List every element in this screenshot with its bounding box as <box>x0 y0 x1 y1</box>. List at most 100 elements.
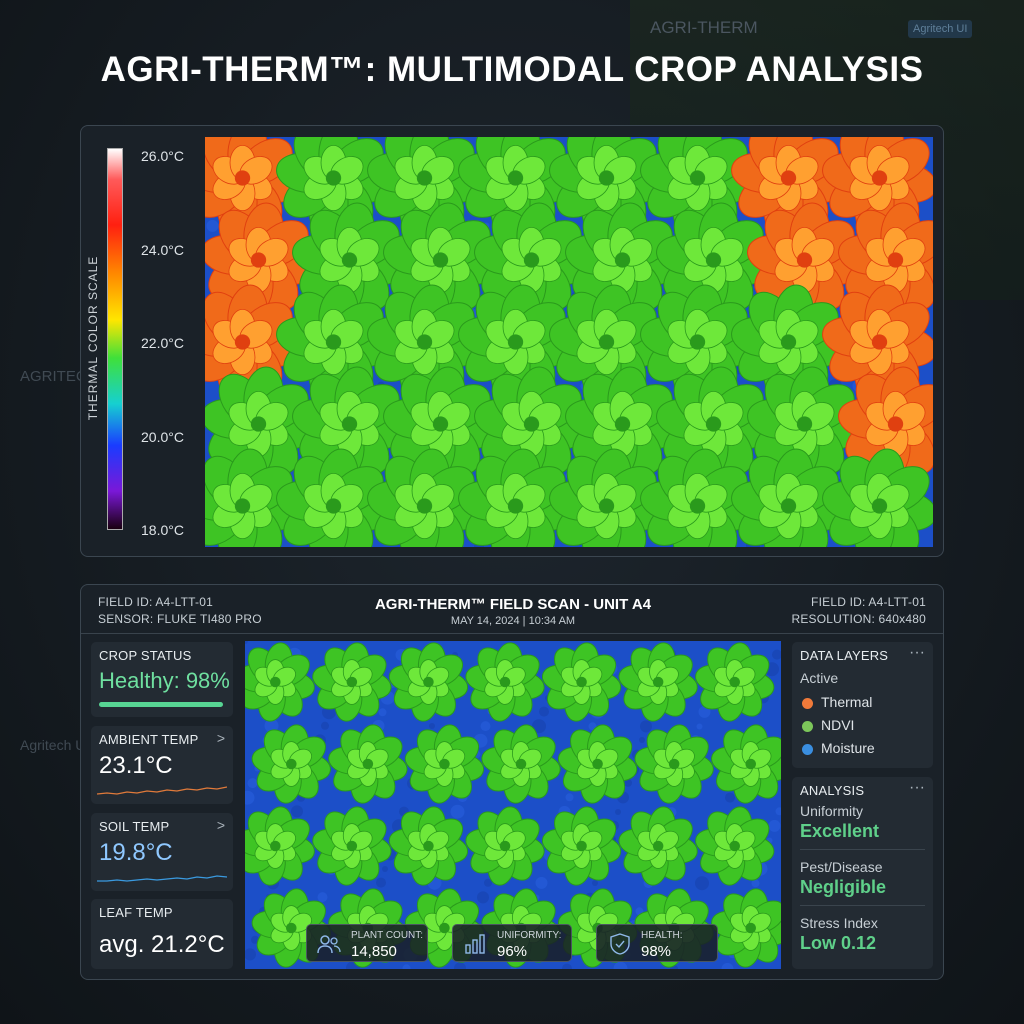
soil-texture <box>721 962 734 969</box>
scan-title: AGRI-THERM™ FIELD SCAN - UNIT A4 <box>374 596 652 613</box>
data-layers-card: DATA LAYERS ··· Active Thermal NDVI Moistu… <box>792 642 933 768</box>
card-label: AMBIENT TEMP <box>99 732 199 747</box>
soil-texture <box>639 737 645 743</box>
plant <box>549 137 664 236</box>
header-right-1: FIELD ID: A4-LTT-01 <box>811 595 926 609</box>
soil-texture <box>454 962 466 969</box>
soil-texture <box>206 219 219 232</box>
soil-texture <box>245 641 248 644</box>
bg-brand: AGRI-THERM <box>650 18 758 37</box>
plant <box>822 448 933 547</box>
plant <box>838 366 933 482</box>
analysis-value: Low 0.12 <box>800 933 877 953</box>
plant <box>731 137 846 236</box>
scale-title: THERMAL COLOR SCALE <box>86 255 100 421</box>
menu[interactable]: ··· <box>909 644 925 661</box>
layer-dot <box>802 744 813 755</box>
card-value: 19.8°C <box>99 839 173 866</box>
soil-texture <box>251 935 259 944</box>
icon-people <box>317 935 341 954</box>
leaf-card: LEAF TEMP avg. 21.2°C <box>91 899 233 969</box>
soil-texture <box>291 805 303 818</box>
layers-subtitle: Active <box>800 670 839 686</box>
chevron[interactable]: > <box>216 817 225 833</box>
scale-label: 22.0°C <box>141 335 184 351</box>
plant <box>328 724 408 804</box>
soil-texture <box>264 718 279 733</box>
plant <box>458 284 573 400</box>
color-scale <box>107 148 123 530</box>
plant <box>634 724 714 804</box>
plant <box>731 448 846 547</box>
scale-label: 26.0°C <box>141 148 184 164</box>
thermal-image <box>205 137 933 547</box>
plant <box>388 642 469 722</box>
soil-texture <box>539 706 549 717</box>
divider <box>81 633 943 634</box>
soil-texture <box>751 879 760 888</box>
stat-label: PLANT COUNT: <box>351 930 424 941</box>
soil-texture <box>321 721 329 730</box>
plant <box>245 806 315 886</box>
analysis-value: Negligible <box>800 877 887 897</box>
soil-texture <box>696 723 703 730</box>
soil-texture <box>725 792 735 803</box>
plant <box>276 137 391 236</box>
ndvi-image <box>245 641 781 969</box>
bg-badge[interactable]: Agritech UI <box>908 20 973 38</box>
header-left-2: SENSOR: FLUKE TI480 PRO <box>98 612 262 626</box>
soil-texture <box>402 964 411 969</box>
card-label: LEAF TEMP <box>99 905 173 920</box>
scale-label: 20.0°C <box>141 428 184 445</box>
scan-panel: FIELD ID: A4-LTT-01 SENSOR: FLUKE TI480 … <box>80 584 944 980</box>
plant <box>367 448 482 547</box>
soil-texture <box>592 880 598 886</box>
soil-texture <box>484 878 492 887</box>
chevron[interactable]: > <box>216 730 225 746</box>
plant <box>465 642 545 722</box>
soil-texture <box>772 649 781 660</box>
plant <box>404 724 485 804</box>
plant <box>695 642 775 722</box>
plant <box>618 642 698 722</box>
card-title: ANALYSIS <box>800 783 865 798</box>
icon-bars <box>465 934 485 954</box>
plant <box>205 202 316 318</box>
plant <box>205 284 300 400</box>
plant <box>465 806 545 886</box>
layer-item[interactable]: Moisture <box>821 740 875 756</box>
stat-value: 98% <box>641 943 672 960</box>
health-bar <box>99 702 223 707</box>
soil-texture <box>378 708 387 717</box>
card-value: Healthy: 98% <box>99 668 230 693</box>
soil-card: SOIL TEMP > 19.8°C <box>91 813 233 891</box>
plant <box>838 202 933 318</box>
scale-label: 18.0°C <box>141 522 184 538</box>
soil-texture <box>562 963 572 969</box>
layer-item[interactable]: Thermal <box>821 694 873 710</box>
soil-texture <box>477 891 489 904</box>
menu[interactable]: ··· <box>909 779 925 796</box>
soil-texture <box>624 778 632 787</box>
analysis-label: Stress Index <box>800 915 878 931</box>
plant <box>695 806 775 886</box>
plant <box>312 642 392 722</box>
plant <box>549 448 664 547</box>
header-left-1: FIELD ID: A4-LTT-01 <box>98 595 213 609</box>
plant <box>458 448 573 547</box>
layer-dot <box>802 698 813 709</box>
layer-item[interactable]: NDVI <box>821 717 855 733</box>
soil-texture <box>775 807 781 816</box>
scan-date: MAY 14, 2024 | 10:34 AM <box>450 615 576 627</box>
analysis-value: Excellent <box>800 821 880 841</box>
plant <box>541 642 622 722</box>
scale-label: 24.0°C <box>141 241 184 258</box>
soil-texture <box>532 719 546 734</box>
thermal-panel: THERMAL COLOR SCALE 26.0°C 24.0°C 22.0°C 20… <box>80 125 944 557</box>
soil-texture <box>382 866 388 872</box>
card-label: CROP STATUS <box>99 648 192 663</box>
soil-texture <box>450 804 465 819</box>
plant <box>474 202 589 318</box>
plant <box>245 642 315 722</box>
